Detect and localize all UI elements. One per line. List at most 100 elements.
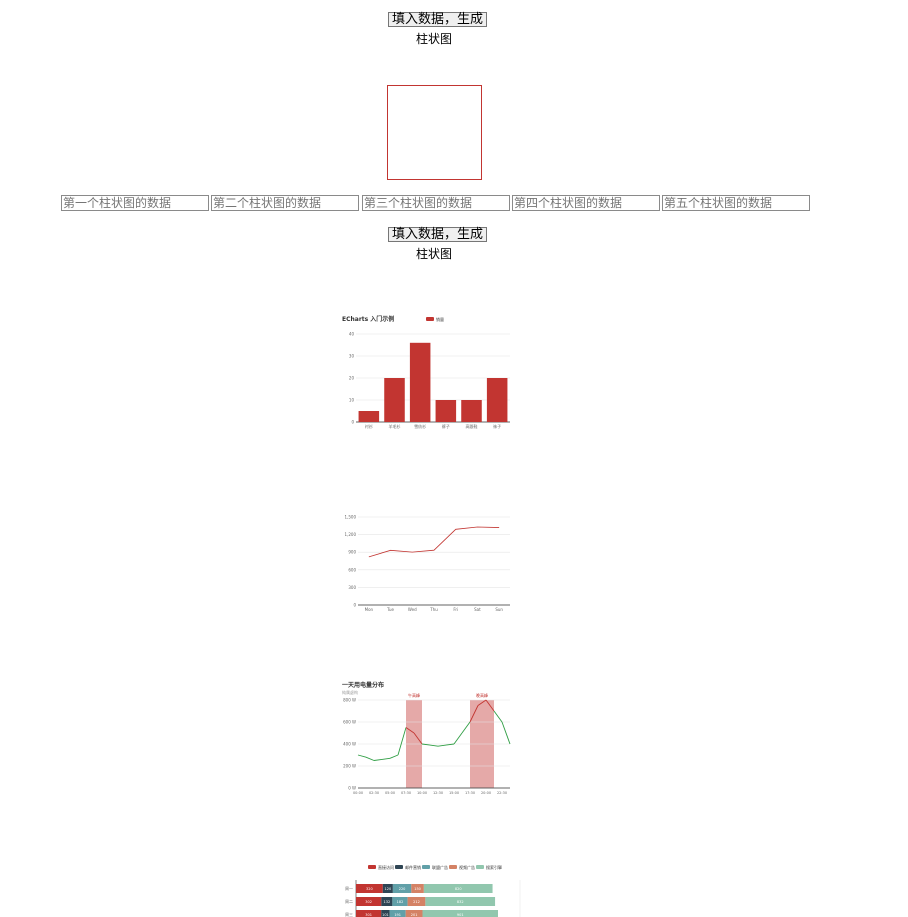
x-tick-label: 02:30 bbox=[369, 791, 379, 795]
x-tick-label: 20:00 bbox=[481, 791, 491, 795]
series-segment bbox=[469, 705, 479, 723]
x-tick-label: Mon bbox=[365, 607, 374, 612]
x-tick-label: 22:30 bbox=[497, 791, 507, 795]
stacked-bar-segment bbox=[407, 897, 426, 906]
generate-bar-chart-button-top[interactable]: 填入数据，生成 bbox=[388, 12, 488, 27]
series-segment bbox=[381, 757, 391, 760]
x-tick-label: Fri bbox=[453, 607, 458, 612]
series-segment bbox=[357, 754, 367, 758]
series-segment bbox=[421, 743, 431, 746]
x-tick-label: 15:00 bbox=[449, 791, 459, 795]
x-tick-label: 17:30 bbox=[465, 791, 475, 795]
bar-chart-5-data-input[interactable] bbox=[662, 195, 810, 211]
y-tick-label: 0 W bbox=[348, 786, 356, 791]
bar bbox=[409, 342, 431, 422]
series-segment bbox=[397, 727, 407, 756]
empty-chart-container bbox=[387, 85, 482, 180]
legend-swatch bbox=[449, 865, 457, 869]
data-label: 820 bbox=[455, 887, 462, 891]
legend-swatch bbox=[368, 865, 376, 869]
series-segment bbox=[453, 732, 463, 745]
data-label: 191 bbox=[394, 913, 401, 917]
chart-title: 一天用电量分布 bbox=[342, 681, 384, 689]
legend-swatch bbox=[395, 865, 403, 869]
data-label: 220 bbox=[399, 887, 406, 891]
series-segment bbox=[477, 699, 487, 706]
stacked-bar-segment bbox=[381, 897, 393, 906]
series-segment bbox=[413, 732, 423, 745]
stacked-bar-segment bbox=[389, 910, 406, 917]
stacked-bar-segment bbox=[382, 884, 393, 893]
series-segment bbox=[501, 721, 511, 745]
bar-chart-3-data-input[interactable] bbox=[362, 195, 510, 211]
data-label: 320 bbox=[366, 887, 373, 891]
y-tick-label: 周二 bbox=[345, 898, 353, 904]
bar bbox=[384, 378, 405, 422]
series-segment bbox=[373, 758, 383, 761]
stacked-bar-segment bbox=[422, 910, 498, 917]
legend-label: 搜索引擎 bbox=[486, 864, 502, 870]
stacked-bar-segment bbox=[381, 910, 390, 917]
x-tick-label: Sun bbox=[495, 607, 503, 612]
data-label: 201 bbox=[411, 913, 418, 917]
legend-label: 销量 bbox=[436, 316, 444, 322]
generate-bar-chart-button-bottom[interactable]: 填入数据，生成 bbox=[388, 227, 488, 242]
bar bbox=[358, 411, 380, 422]
stacked-bar-segment bbox=[423, 884, 493, 893]
series-segment bbox=[365, 756, 375, 761]
series-segment bbox=[437, 744, 447, 747]
x-tick-label: 羊毛衫 bbox=[389, 423, 401, 429]
x-tick-label: 10:00 bbox=[417, 791, 427, 795]
y-tick-label: 800 W bbox=[343, 698, 356, 703]
bar bbox=[435, 400, 457, 422]
y-tick-label: 30 bbox=[349, 354, 355, 359]
data-label: 301 bbox=[365, 913, 372, 917]
series-segment bbox=[389, 754, 399, 759]
stacked-bar-segment bbox=[411, 884, 424, 893]
bar-chart-2-data-input[interactable] bbox=[211, 195, 359, 211]
y-tick-label: 40 bbox=[349, 332, 355, 337]
bar-chart-1-data-input[interactable] bbox=[61, 195, 209, 211]
markarea-label: 午高峰 bbox=[408, 692, 420, 698]
data-label: 150 bbox=[414, 887, 421, 891]
y-tick-label: 周三 bbox=[345, 911, 353, 917]
stacked-bar-segment bbox=[356, 910, 382, 917]
legend-label: 邮件营销 bbox=[405, 864, 421, 870]
data-label: 182 bbox=[397, 900, 404, 904]
x-tick-label: 裤子 bbox=[442, 423, 450, 429]
bar-chart-4-data-input[interactable] bbox=[512, 195, 660, 211]
stacked-bar-segment bbox=[425, 897, 496, 906]
legend-swatch bbox=[422, 865, 430, 869]
data-label: 101 bbox=[382, 913, 389, 917]
x-tick-label: Wed bbox=[408, 607, 417, 612]
stacked-bar-segment bbox=[392, 897, 408, 906]
legend-label: 视频广告 bbox=[459, 864, 475, 870]
generate-button-caption-bottom: 柱状图 bbox=[415, 247, 452, 261]
x-tick-label: 00:00 bbox=[353, 791, 363, 795]
data-label: 212 bbox=[413, 900, 420, 904]
series-segment bbox=[445, 743, 455, 746]
line-chart-weekly: 0 300 600 900 1,200 1,500 Mon Tue Wed Thu Fri Sat Su… bbox=[345, 515, 510, 612]
stacked-bar-segment bbox=[356, 884, 383, 893]
y-tick-label: 0 bbox=[353, 603, 356, 608]
bar bbox=[486, 378, 508, 422]
bar bbox=[461, 400, 482, 422]
y-tick-label: 周一 bbox=[345, 885, 353, 891]
x-tick-label: 袜子 bbox=[493, 423, 501, 429]
stacked-bar-segment bbox=[356, 897, 382, 906]
x-tick-label: 12:30 bbox=[433, 791, 443, 795]
stacked-bar-segment bbox=[392, 884, 412, 893]
legend-label: 直接访问 bbox=[378, 864, 394, 870]
data-label: 832 bbox=[457, 900, 464, 904]
legend-swatch bbox=[476, 865, 484, 869]
series-segment bbox=[461, 721, 471, 734]
x-tick-label: 雪纺衫 bbox=[414, 423, 426, 429]
series-segment bbox=[405, 727, 415, 734]
legend-swatch bbox=[426, 317, 434, 321]
chart-title: ECharts 入门示例 bbox=[342, 315, 394, 323]
x-tick-label: Tue bbox=[386, 607, 394, 612]
chart-subtitle: 纯属虚构 bbox=[342, 689, 358, 695]
data-label: 302 bbox=[365, 900, 372, 904]
